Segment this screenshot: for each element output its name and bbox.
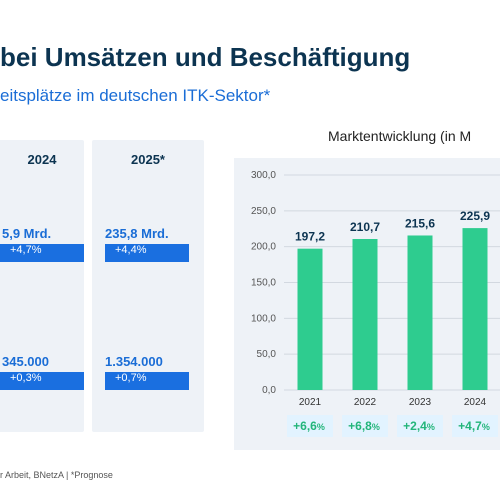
card-year: 2024: [27, 152, 57, 167]
y-tick-label: 0,0: [262, 385, 276, 396]
y-tick-label: 300,0: [251, 170, 276, 181]
bar-chart: 0,0 50,0 100,0 150,0 200,0 250,0 300,0 197,2 202…: [251, 170, 500, 437]
card-jobs: 1.354.000: [105, 354, 163, 369]
x-tick-label: 2023: [409, 397, 432, 408]
page-title: bei Umsätzen und Beschäftigung: [0, 42, 411, 72]
y-tick-label: 200,0: [251, 242, 276, 253]
growth-unit: %: [427, 422, 435, 432]
growth-label: +2,4%: [403, 419, 435, 433]
growth-value: +4,7: [458, 419, 482, 433]
footnote: r Arbeit, BNetzA | *Prognose: [0, 470, 113, 480]
y-tick-label: 250,0: [251, 206, 276, 217]
page-subtitle: eitsplätze im deutschen ITK-Sektor*: [0, 86, 271, 105]
card-2024: 2024 5,9 Mrd. +4,7% 345.000 +0,3%: [0, 140, 84, 432]
card-jobs: 345.000: [2, 354, 49, 369]
growth-unit: %: [482, 422, 490, 432]
card-jobs-change: +0,7%: [105, 372, 189, 390]
bar-value-label: 215,6: [405, 216, 435, 230]
y-tick-label: 100,0: [251, 313, 276, 324]
bar: [462, 228, 488, 390]
growth-badge: [287, 415, 333, 437]
bar: [352, 238, 378, 390]
growth-unit: %: [372, 422, 380, 432]
x-tick-label: 2021: [299, 397, 322, 408]
bar-value-label: 225,9: [460, 209, 490, 223]
chart-title: Marktentwicklung (in M: [328, 128, 472, 144]
growth-value: +2,4: [403, 419, 427, 433]
growth-label: +6,6%: [293, 419, 325, 433]
x-tick-label: 2022: [354, 397, 377, 408]
growth-badge: [342, 415, 388, 437]
card-revenue: 235,8 Mrd.: [105, 226, 169, 241]
bar: [297, 248, 323, 390]
y-tick-label: 150,0: [251, 278, 276, 289]
bar: [407, 235, 433, 390]
growth-value: +6,6: [293, 419, 317, 433]
card-2025: 2025* 235,8 Mrd. +4,4% 1.354.000 +0,7%: [92, 140, 204, 432]
growth-label: +6,8%: [348, 419, 380, 433]
growth-badge: [397, 415, 443, 437]
x-tick-label: 2024: [464, 397, 487, 408]
card-revenue-change: +4,4%: [105, 244, 189, 262]
card-jobs-change: +0,3%: [0, 372, 84, 390]
bar-value-label: 210,7: [350, 220, 380, 234]
growth-badge: [452, 415, 498, 437]
growth-label: +4,7%: [458, 419, 490, 433]
y-tick-label: 50,0: [257, 349, 277, 360]
card-year: 2025*: [131, 152, 165, 167]
card-revenue: 5,9 Mrd.: [2, 226, 52, 241]
card-revenue-change: +4,7%: [0, 244, 84, 262]
growth-unit: %: [317, 422, 325, 432]
growth-value: +6,8: [348, 419, 372, 433]
bar-value-label: 197,2: [295, 230, 325, 244]
